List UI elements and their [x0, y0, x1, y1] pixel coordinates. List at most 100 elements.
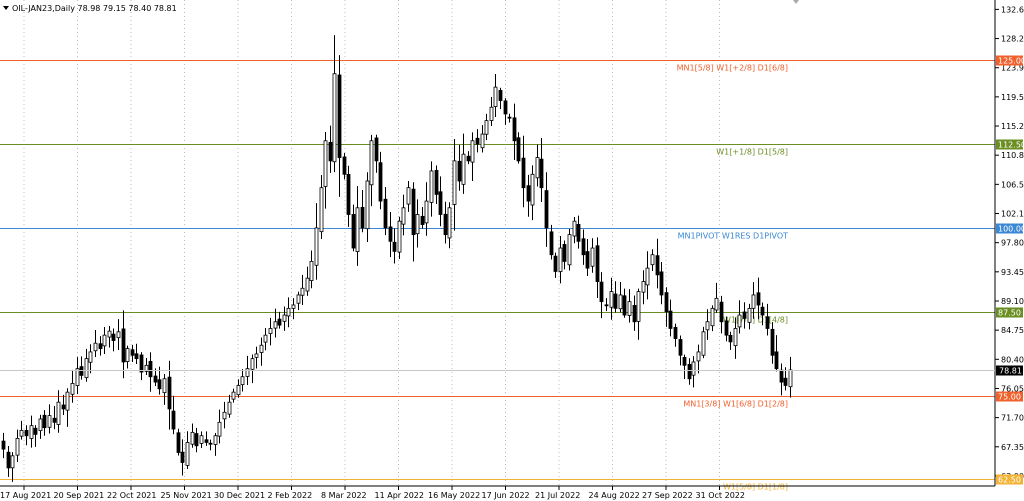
candle-body: [56, 401, 61, 425]
level-label: MN1[5/8] W1[+2/8] D1[6/8]: [677, 64, 788, 73]
candle-body: [714, 297, 719, 311]
candle-body: [774, 351, 779, 370]
level-price-tag-text: 100.00: [998, 225, 1024, 234]
candle-body: [641, 281, 646, 293]
candle-body: [254, 353, 259, 358]
level-price-tag-text: 62.50: [998, 476, 1021, 485]
level-price-tag: [996, 139, 1023, 150]
candle-body: [397, 220, 402, 253]
candle-body: [273, 321, 278, 329]
candle-body: [107, 330, 112, 338]
candle-body: [38, 418, 43, 432]
candle-body: [75, 368, 80, 386]
candle-body: [319, 187, 324, 233]
candle-body: [650, 254, 655, 266]
x-tick-label: 17 Aug 2021: [0, 491, 51, 500]
candle-body: [516, 137, 521, 162]
candle-body: [10, 455, 15, 469]
candle-body: [388, 226, 393, 242]
candle-body: [687, 363, 692, 380]
symbol-info-text: OIL-JAN23,Daily 78.98 79.15 78.40 78.81: [12, 4, 177, 13]
candle-body: [691, 361, 696, 376]
candle-body: [162, 378, 167, 394]
candle-body: [61, 404, 66, 410]
price-axis[interactable]: 132.60 128.25 123.90 119.55 115.20 110.85 106.…: [995, 5, 1024, 481]
candle-body: [194, 433, 199, 447]
y-tick-label: 67.35: [1001, 443, 1024, 452]
level-price-tag: [996, 223, 1023, 234]
candle-body: [507, 116, 512, 119]
candle-body: [309, 261, 314, 282]
x-tick-label: 17 Jun 2022: [482, 491, 530, 500]
x-tick-label: 21 Jul 2022: [535, 491, 580, 500]
candle-body: [6, 451, 11, 469]
x-tick-label: 2 Feb 2022: [268, 491, 313, 500]
candle-body: [632, 305, 637, 323]
candle-body: [705, 321, 710, 331]
candle-body: [553, 255, 558, 272]
candle-body: [328, 141, 333, 162]
candle-body: [180, 451, 185, 463]
y-tick-label: 119.55: [1001, 93, 1024, 102]
candle-body: [645, 267, 650, 286]
candle-body: [747, 307, 752, 323]
level-label: W1[+1/8] D1[5/8]: [716, 148, 788, 157]
candle-body: [429, 170, 434, 203]
chart-shift-marker-icon[interactable]: [793, 0, 799, 4]
time-axis[interactable]: 17 Aug 2021 20 Sep 2021 22 Oct 2021 25 Nov …: [0, 486, 745, 500]
level-label: W1[5/8] D1[1/8]: [723, 483, 788, 492]
y-tick-label: 97.80: [1001, 239, 1024, 248]
candle-body: [424, 200, 429, 224]
level-price-tag-text: 87.50: [998, 309, 1021, 318]
candle-body: [300, 287, 305, 296]
candle-body: [489, 106, 494, 121]
candle-body: [590, 247, 595, 267]
x-tick-label: 24 Aug 2022: [589, 491, 640, 500]
candle-body: [231, 391, 236, 400]
candle-body: [240, 376, 245, 386]
candle-body: [461, 153, 466, 185]
y-tick-label: 110.85: [1001, 151, 1024, 160]
candle-body: [98, 343, 103, 349]
candle-body: [613, 293, 618, 309]
candle-body: [392, 241, 397, 252]
candle-body: [770, 328, 775, 356]
candle-body: [572, 220, 577, 237]
candle-body: [139, 354, 144, 373]
candle-body: [742, 311, 747, 319]
y-tick-label: 76.05: [1001, 384, 1024, 393]
level-price-tags: 125.00 112.50 100.00 87.50 75.00 62.50: [996, 55, 1024, 485]
candle-body: [724, 320, 729, 336]
candle-body: [530, 173, 535, 206]
candle-body: [84, 358, 89, 379]
candle-body: [664, 292, 669, 313]
candle-body: [434, 169, 439, 195]
candle-body: [337, 74, 342, 158]
level-price-tag: [996, 307, 1023, 318]
candle-body: [365, 180, 370, 230]
candle-body: [208, 442, 213, 445]
candle-body: [420, 215, 425, 225]
candle-body: [622, 295, 627, 316]
candle-body: [783, 377, 788, 386]
candle-body: [733, 328, 738, 347]
candle-body: [558, 247, 563, 272]
candle-body: [374, 137, 379, 162]
candle-body: [125, 348, 130, 362]
y-tick-label: 89.10: [1001, 297, 1024, 306]
candle-body: [452, 160, 457, 205]
candle-body: [401, 207, 406, 225]
candle-body: [406, 187, 411, 205]
candle-body: [282, 314, 287, 322]
dropdown-triangle-icon[interactable]: [3, 6, 9, 10]
level-price-tag: [996, 474, 1023, 485]
candle-body: [438, 191, 443, 215]
x-tick-label: 30 Dec 2021: [214, 491, 265, 500]
candle-body: [70, 383, 75, 395]
candle-body: [443, 213, 448, 236]
candle-body: [549, 231, 554, 256]
last-price-marker: 78.81: [0, 365, 1023, 376]
x-tick-label: 27 Sep 2022: [642, 491, 693, 500]
candle-body: [199, 435, 204, 444]
